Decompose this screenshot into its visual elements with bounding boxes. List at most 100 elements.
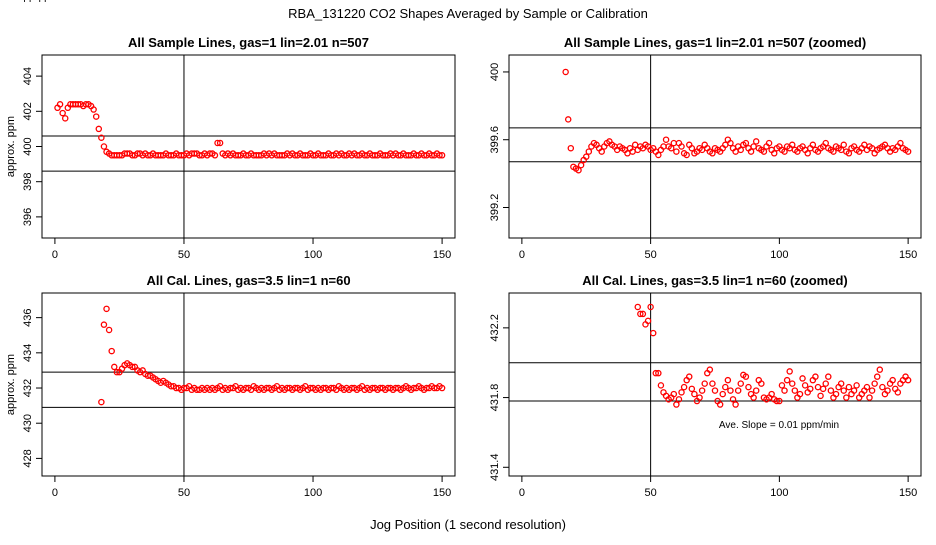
data-point bbox=[840, 387, 848, 394]
data-point bbox=[706, 366, 714, 373]
chart-title: All Sample Lines, gas=1 lin=2.01 n=507 bbox=[128, 35, 369, 50]
data-point bbox=[108, 347, 115, 355]
data-point bbox=[698, 387, 706, 394]
data-point bbox=[59, 109, 66, 117]
chart-annotation: Ave. Slope = 0.01 ppm/min bbox=[719, 420, 839, 431]
plot-frame bbox=[41, 54, 456, 239]
data-point bbox=[634, 303, 642, 311]
chart-title: All Cal. Lines, gas=3.5 lin=1 n=60 bbox=[146, 273, 350, 288]
x-tick-label: 100 bbox=[770, 249, 788, 261]
data-point bbox=[678, 143, 685, 150]
data-point bbox=[850, 387, 858, 394]
data-point bbox=[814, 383, 822, 391]
data-point bbox=[631, 141, 639, 149]
chart-panel-2: All Sample Lines, gas=1 lin=2.01 n=507 (… bbox=[0, 0, 922, 261]
data-point bbox=[670, 139, 678, 147]
y-tick-label: 432 bbox=[22, 379, 34, 397]
data-point bbox=[750, 394, 757, 401]
plot-frame bbox=[508, 292, 922, 477]
y-tick-label: 432.2 bbox=[489, 314, 501, 342]
data-point bbox=[688, 144, 696, 152]
chart-panel-1: All Sample Lines, gas=1 lin=2.01 n=507 0 5… bbox=[5, 35, 456, 261]
data-point bbox=[727, 387, 734, 394]
data-point bbox=[845, 150, 853, 157]
data-point bbox=[760, 148, 768, 155]
data-point bbox=[791, 387, 799, 394]
data-point bbox=[92, 113, 100, 120]
data-point bbox=[567, 144, 575, 152]
data-point bbox=[649, 329, 657, 337]
data-point bbox=[889, 376, 896, 384]
data-point bbox=[691, 390, 698, 398]
data-point bbox=[742, 373, 750, 380]
x-tick-label: 50 bbox=[178, 487, 190, 499]
data-point bbox=[801, 382, 809, 389]
data-point bbox=[90, 106, 97, 113]
x-tick-label: 50 bbox=[178, 249, 190, 261]
y-tick-label: 431.4 bbox=[489, 454, 501, 482]
data-point bbox=[100, 321, 108, 328]
data-point bbox=[662, 136, 670, 143]
y-tick-label: 431.8 bbox=[489, 384, 501, 412]
data-point bbox=[737, 380, 745, 387]
data-point bbox=[837, 380, 845, 387]
y-tick-label: 428 bbox=[22, 449, 34, 467]
data-point bbox=[843, 394, 850, 401]
plot-frame bbox=[41, 292, 456, 477]
data-point bbox=[768, 390, 775, 398]
data-point bbox=[765, 139, 773, 147]
x-tick-label: 50 bbox=[645, 487, 657, 499]
y-tick-label: 436 bbox=[22, 308, 34, 326]
chart-title: All Cal. Lines, gas=3.5 lin=1 n=60 (zoom… bbox=[582, 273, 848, 288]
data-point bbox=[742, 139, 750, 147]
x-tick-label: 150 bbox=[899, 249, 917, 261]
data-point bbox=[822, 139, 829, 147]
data-point bbox=[750, 143, 757, 150]
x-tick-label: 100 bbox=[304, 249, 322, 261]
data-point bbox=[56, 101, 64, 108]
y-tick-label: 398 bbox=[22, 173, 34, 191]
data-point bbox=[719, 390, 726, 398]
data-point bbox=[655, 369, 662, 377]
data-point bbox=[724, 376, 732, 384]
x-tick-label: 0 bbox=[519, 249, 525, 261]
data-point bbox=[729, 396, 737, 403]
data-point bbox=[827, 387, 835, 394]
y-tick-label: 400 bbox=[22, 137, 34, 155]
data-point bbox=[716, 401, 724, 408]
y-tick-label: 430 bbox=[22, 414, 34, 432]
x-tick-label: 0 bbox=[52, 487, 58, 499]
data-point bbox=[866, 394, 873, 401]
data-point bbox=[701, 380, 708, 387]
data-point bbox=[876, 366, 884, 373]
x-tick-label: 100 bbox=[304, 487, 322, 499]
data-point bbox=[789, 141, 796, 149]
data-point bbox=[853, 382, 860, 389]
data-point bbox=[644, 317, 652, 325]
y-axis-label: approx. ppm bbox=[5, 354, 17, 415]
y-axis-label: approx. ppm bbox=[5, 116, 17, 177]
data-point bbox=[564, 116, 572, 123]
data-point bbox=[100, 143, 108, 150]
data-point bbox=[734, 387, 742, 394]
data-point bbox=[845, 383, 853, 391]
data-point bbox=[745, 383, 752, 391]
data-point bbox=[647, 303, 654, 311]
data-point bbox=[95, 125, 103, 133]
data-point bbox=[657, 382, 665, 389]
data-point bbox=[781, 387, 788, 394]
data-point bbox=[673, 148, 680, 155]
data-point bbox=[438, 152, 446, 159]
x-tick-label: 0 bbox=[52, 249, 58, 261]
data-point bbox=[812, 373, 819, 380]
data-point bbox=[652, 369, 660, 377]
data-point bbox=[667, 144, 675, 152]
data-point bbox=[709, 380, 716, 387]
y-tick-label: 404 bbox=[22, 67, 34, 85]
data-point bbox=[686, 373, 693, 380]
data-point bbox=[796, 390, 804, 398]
data-point bbox=[129, 363, 136, 371]
data-point bbox=[696, 394, 703, 401]
data-point bbox=[655, 151, 662, 159]
